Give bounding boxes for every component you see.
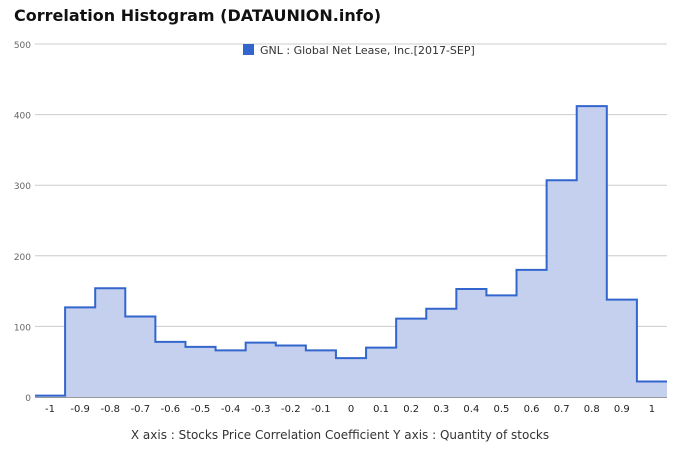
y-tick-label: 400 (14, 112, 31, 122)
x-tick-label: 0.2 (403, 404, 419, 415)
x-tick-label: 0.8 (584, 404, 600, 415)
x-axis-ticks: -1 -0.9 -0.8 -0.7 -0.6 -0.5 -0.4 -0.3 -0.2 -0.1 0 0… (45, 404, 655, 415)
x-tick-label: 0.5 (494, 404, 510, 415)
x-tick-label: 0.4 (463, 404, 479, 415)
legend-swatch (243, 44, 254, 55)
series-line (35, 105, 667, 397)
x-tick-label: -0.9 (70, 404, 90, 415)
x-tick-label: -0.2 (281, 404, 301, 415)
area-fill (35, 106, 667, 398)
x-tick-label: -1 (45, 404, 55, 415)
y-tick-label: 100 (14, 323, 31, 333)
x-tick-label: 1 (649, 404, 655, 415)
x-tick-label: 0.7 (554, 404, 570, 415)
y-tick-label: 500 (14, 41, 31, 51)
legend-label: GNL : Global Net Lease, Inc.[2017-SEP] (260, 44, 475, 57)
x-tick-label: -0.6 (161, 404, 181, 415)
legend: GNL : Global Net Lease, Inc.[2017-SEP] (243, 44, 475, 57)
y-tick-label: 200 (14, 253, 31, 263)
x-tick-label: -0.1 (311, 404, 331, 415)
x-tick-label: -0.5 (191, 404, 211, 415)
y-axis-ticks: 0 100 200 300 400 500 (14, 41, 31, 404)
axis-caption: X axis : Stocks Price Correlation Coeffi… (130, 428, 550, 442)
x-tick-label: 0.9 (614, 404, 630, 415)
x-tick-label: 0.1 (373, 404, 389, 415)
x-tick-label: -0.4 (221, 404, 241, 415)
series-area (35, 105, 667, 398)
x-tick-label: 0.3 (433, 404, 449, 415)
x-tick-label: 0 (348, 404, 354, 415)
x-tick-label: -0.3 (251, 404, 271, 415)
x-tick-label: -0.7 (131, 404, 151, 415)
x-tick-label: -0.8 (100, 404, 120, 415)
y-tick-label: 0 (25, 394, 31, 404)
chart-title: Correlation Histogram (DATAUNION.info) (14, 6, 381, 25)
x-tick-label: 0.6 (524, 404, 540, 415)
y-tick-label: 300 (14, 182, 31, 192)
